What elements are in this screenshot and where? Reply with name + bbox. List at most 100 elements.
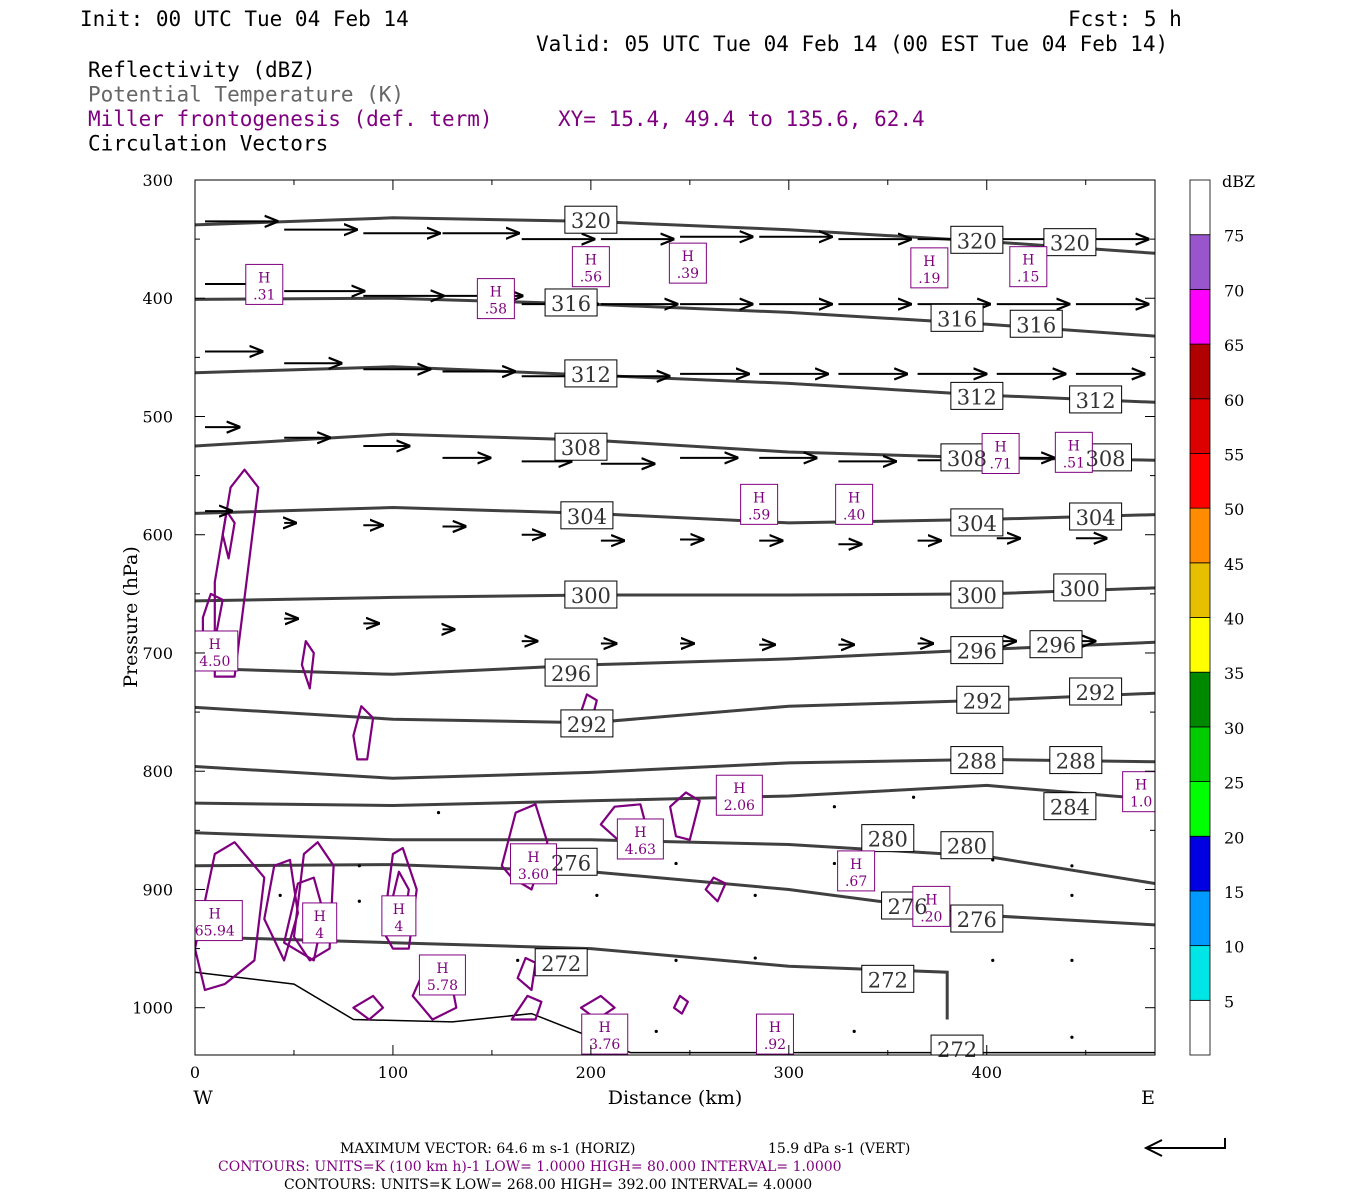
theta-label: 304 (957, 512, 997, 536)
colorbar-swatch (1189, 562, 1211, 618)
frontogenesis-max-box (837, 850, 876, 892)
theta-label: 316 (551, 292, 591, 316)
frontogenesis-contour (381, 847, 418, 950)
theta-label-box (950, 746, 1004, 775)
theta-label: 292 (567, 713, 607, 737)
frontogenesis-max-h: H (490, 285, 502, 301)
frontogenesis-max-value: .20 (920, 909, 942, 925)
contours-frontogenesis-info: CONTOURS: UNITS=K (100 km h)-1 LOW= 1.00… (218, 1159, 842, 1175)
theta-label: 280 (947, 835, 987, 859)
frontogenesis-max-h: H (848, 490, 860, 506)
theta-label: 320 (1050, 232, 1090, 256)
y-tick-label: 500 (142, 407, 173, 426)
frontogenesis-max-value: 2.06 (724, 798, 755, 814)
theta-label-box (861, 964, 915, 993)
vector-dot (832, 805, 837, 809)
frontogenesis-max-h: H (923, 254, 935, 270)
theta-label: 288 (1056, 750, 1096, 774)
x-tick-label: 100 (378, 1063, 409, 1082)
theta-label-box (930, 1034, 984, 1055)
theta-label-box (950, 904, 1004, 933)
theta-label-box (950, 225, 1004, 254)
plot-area (195, 205, 1155, 1055)
theta-label: 272 (868, 968, 908, 992)
frontogenesis-max-h: H (599, 1020, 611, 1036)
frontogenesis-max-box (571, 246, 610, 288)
frontogenesis-max-h: H (209, 637, 221, 653)
frontogenesis-max-box (509, 843, 557, 885)
frontogenesis-max-value: .40 (843, 507, 865, 523)
theta-label: 316 (937, 307, 977, 331)
vector-dot (674, 861, 678, 866)
colorbar-swatch (1189, 288, 1211, 345)
frontogenesis-max-value: .51 (1063, 455, 1085, 471)
frontogenesis-max-h: H (634, 825, 646, 841)
frontogenesis-max-h: H (209, 907, 221, 923)
theta-label-box (1049, 746, 1103, 775)
colorbar-level: 10 (1224, 938, 1244, 957)
theta-label: 308 (1085, 447, 1125, 471)
frontogenesis-max-value: .59 (748, 507, 770, 523)
colorbar-unit: dBZ (1222, 172, 1255, 191)
frontogenesis-contour (516, 956, 537, 992)
theta-label-box (1053, 573, 1107, 602)
theta-label-box (930, 303, 984, 332)
frontogenesis-max-value: .58 (485, 302, 507, 318)
theta-label: 280 (868, 828, 908, 852)
forecast-hour: Fcst: 5 h (1068, 7, 1182, 31)
theta-label-box (1043, 228, 1097, 257)
frontogenesis-contour (195, 841, 266, 992)
field-legend-1: Potential Temperature (K) (88, 83, 404, 107)
colorbar-level: 5 (1224, 992, 1234, 1011)
colorbar-swatch (1189, 179, 1211, 236)
frontogenesis-contour (221, 510, 236, 560)
theta-label-box (950, 580, 1004, 609)
frontogenesis-contour (672, 994, 689, 1015)
x-tick-label: 200 (576, 1063, 607, 1082)
vector-dot (595, 893, 599, 897)
theta-contour-284 (195, 783, 1155, 808)
frontogenesis-contour (263, 858, 299, 962)
frontogenesis-contour (510, 994, 543, 1021)
theta-label: 312 (571, 363, 611, 387)
theta-label: 296 (1036, 634, 1076, 658)
y-tick-label: 900 (142, 880, 173, 899)
frontogenesis-max-h: H (258, 270, 270, 286)
max-vector-horizontal: MAXIMUM VECTOR: 64.6 m s-1 (HORIZ) (340, 1141, 635, 1157)
frontogenesis-max-h: H (1068, 438, 1080, 454)
frontogenesis-max-box (912, 885, 951, 927)
frontogenesis-max-box (616, 818, 664, 860)
theta-contour-300 (195, 586, 1155, 603)
frontogenesis-max-value: .67 (845, 874, 867, 890)
theta-label-box (1069, 502, 1123, 531)
vector-dot (357, 864, 361, 868)
cross-section-endpoints: XY= 15.4, 49.4 to 135.6, 62.4 (558, 107, 925, 131)
vector-dot (911, 795, 916, 799)
theta-contour-276 (195, 863, 1155, 927)
theta-label: 312 (1076, 389, 1116, 413)
theta-label: 312 (957, 385, 997, 409)
frontogenesis-max-value: 4.63 (625, 842, 656, 858)
theta-contour-292 (195, 691, 1155, 725)
theta-label: 276 (888, 895, 928, 919)
vector-dot (674, 958, 678, 963)
theta-label: 292 (1076, 681, 1116, 705)
field-legend-0: Reflectivity (dBZ) (88, 58, 316, 82)
frontogenesis-max-box (1009, 246, 1048, 288)
y-tick-label: 300 (142, 171, 173, 190)
frontogenesis-contour (352, 994, 385, 1021)
frontogenesis-max-value: .92 (764, 1037, 786, 1053)
reference-vector-arrow (1148, 1138, 1226, 1149)
colorbar-level: 25 (1224, 774, 1244, 793)
theta-label-box (1069, 385, 1123, 414)
frontogenesis-max-box (245, 263, 284, 305)
theta-label: 276 (957, 908, 997, 932)
y-tick-label: 400 (142, 289, 173, 308)
theta-label-box (564, 580, 618, 609)
frontogenesis-max-box (715, 774, 763, 816)
frontogenesis-max-box (381, 895, 417, 937)
colorbar-swatch (1189, 453, 1211, 509)
colorbar-swatch (1189, 781, 1211, 837)
east-label: E (1141, 1087, 1155, 1109)
vector-dot (357, 899, 361, 903)
